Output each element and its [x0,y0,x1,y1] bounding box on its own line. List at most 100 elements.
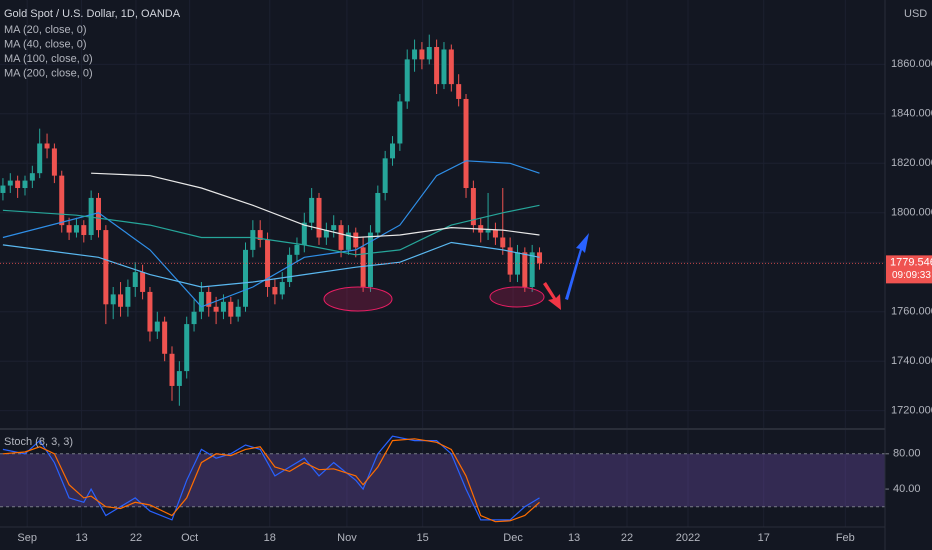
candle-body [176,371,182,386]
highlight-ellipse [323,286,393,312]
legend-entry: MA (100, close, 0) [4,53,93,65]
y-tick-label: 1800.000 [891,207,932,219]
candle-body [73,225,79,233]
candle-body [220,301,226,312]
y-tick-label: 40.00 [893,483,921,495]
candle-body [81,225,87,236]
candle-body [140,272,146,292]
candle-body [15,180,21,189]
line-series [2,435,540,521]
candle-body [250,230,256,250]
legend-entry: MA (200, close, 0) [4,67,93,79]
candle-body [419,49,425,60]
highlight-ellipse [489,286,545,308]
candle-body [485,230,491,233]
candle-body [301,222,307,245]
x-tick-label: Sep [17,532,37,544]
legend-entry: MA (40, close, 0) [4,38,87,50]
candle-body [309,197,315,223]
candle-body [316,197,322,238]
x-tick-label: 2022 [676,532,700,544]
x-tick-label: Oct [181,532,198,544]
candle-body [51,148,57,176]
legend-entry: MA (20, close, 0) [4,24,87,36]
candle-body [235,306,241,317]
annotations [323,233,589,312]
y-tick-label: 1820.000 [891,157,932,169]
candle-body [95,197,101,231]
candle-body [441,49,447,85]
candle-body [191,311,197,325]
candle-body [353,232,359,248]
candle-body [162,321,168,354]
down-arrow [543,282,561,310]
candle-body [118,294,124,307]
candle-body [382,158,388,193]
x-tick-label: Nov [337,532,357,544]
candle-body [470,188,476,226]
candle-body [514,252,520,275]
candle-body [367,232,373,287]
x-tick-label: Feb [836,532,855,544]
candle-body [154,321,160,332]
candle-body [338,225,344,250]
candle-body [7,180,13,186]
currency-label: USD [904,8,927,20]
candle-body [375,192,381,233]
x-tick-label: 17 [758,532,770,544]
candle-body [390,143,396,159]
line-series [2,160,540,308]
x-tick-label: 18 [264,532,276,544]
candle-body [287,254,293,283]
candle-body [132,272,138,287]
candle-body [169,353,175,386]
candle-body [500,237,506,248]
x-tick-label: 13 [568,532,580,544]
candle-body [213,306,219,312]
candle-body [206,291,212,307]
candle-body [66,225,72,233]
x-tick-label: 22 [130,532,142,544]
candle-body [279,282,285,295]
x-tick-label: 15 [417,532,429,544]
candle-body [59,175,65,226]
candle-body [103,230,109,305]
candle-body [412,49,418,60]
y-tick-label: 1740.000 [891,355,932,367]
y-tick-label: 1760.000 [891,306,932,318]
up-arrow [565,233,589,300]
candle-body [0,185,6,193]
last-price-label: 1779.546 [890,256,932,268]
countdown-label: 09:09:33 [892,270,931,281]
x-tick-label: Dec [503,532,523,544]
candle-body [243,249,249,307]
candle-body [257,230,263,240]
y-tick-label: 1720.000 [891,405,932,417]
candle-body [404,59,410,102]
y-tick-label: 80.00 [893,448,921,460]
candle-body [125,286,131,307]
candle-body [147,291,153,332]
x-tick-label: 13 [75,532,87,544]
candle-body [22,180,28,189]
candle-body [272,286,278,295]
line-series [2,241,540,288]
candle-body [537,252,543,264]
line-series [91,172,540,239]
candle-body [184,324,190,372]
marks [0,34,885,523]
candle-body [448,49,454,85]
candle-body [397,101,403,144]
candle-body [198,291,204,312]
candle-body [492,230,498,238]
line-series [2,204,540,256]
grid [0,0,889,527]
candle-body [294,244,300,255]
line-series [2,438,540,523]
candle-body [522,252,528,287]
candle-body [360,247,366,287]
y-tick-label: 1840.000 [891,108,932,120]
candle-body [345,232,351,250]
